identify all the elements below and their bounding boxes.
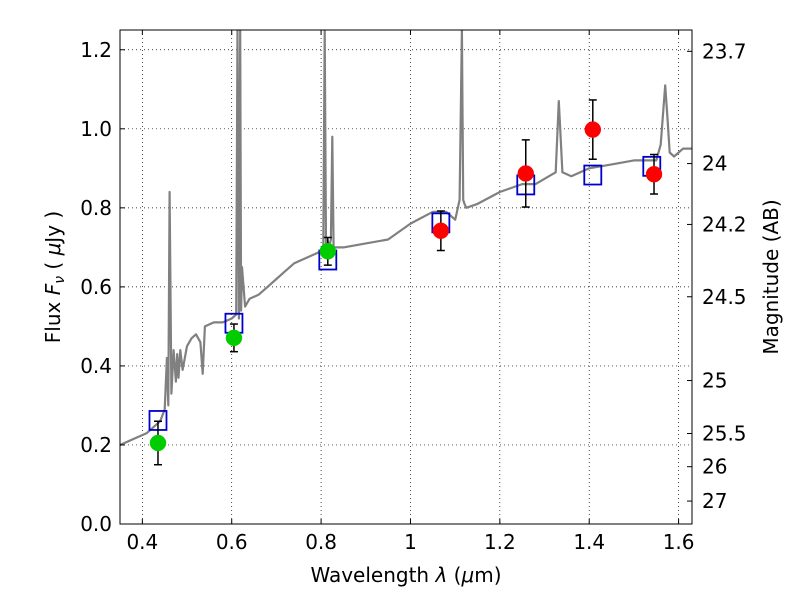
y2-tick-label-1: 24 [702,152,727,176]
y-tick-label-3: 0.6 [80,275,112,299]
y2-tick-label-5: 25.5 [702,421,747,445]
observed-point-3-2 [584,121,602,138]
plot-frame [119,29,693,525]
y2-tick-label-7: 27 [702,489,727,513]
y2-tick-label-0: 23.7 [702,39,747,63]
observed-point-2-0 [149,434,167,452]
y-tick-label-6: 1.2 [80,38,112,62]
x-tick-label-2: 0.8 [305,530,337,554]
y-tick-label-2: 0.4 [80,354,112,378]
x-tick-label-0: 0.4 [126,530,158,554]
grid-lines [120,30,692,525]
y2-tick-label-2: 24.2 [702,212,747,236]
observed-point-3-3 [645,165,663,183]
x-tick-label-5: 1.4 [573,530,605,554]
y-tick-label-0: 0.0 [80,512,112,536]
x-tick-label-3: 1 [404,530,417,554]
observed-point-3-0 [432,222,450,240]
y2-tick-label-6: 26 [702,455,727,479]
model-photometry-square-5 [583,164,603,186]
tick-layer: 0.4 0.6 0.8 1 1.2 1.4 1.6 0.0 0.2 0.4 0.6 0.8 1.0 1.2… [80,30,747,554]
x-tick-label-6: 1.6 [663,530,695,554]
observed-point-3-1 [517,165,535,182]
observed-point-2-1 [225,329,243,347]
y-tick-label-1: 0.2 [80,433,112,457]
observed-point-2-2 [319,243,337,260]
y-tick-label-5: 1.0 [80,117,112,141]
x-axis-label: Wavelength λ (μm) [310,563,501,587]
series-layer [120,30,692,466]
y-axis-label: Flux Fν ( μJy ) [41,211,68,343]
spectrum-line [120,30,692,447]
y2-axis-label: Magnitude (AB) [759,199,783,354]
y2-tick-label-3: 24.5 [702,285,747,309]
x-tick-label-4: 1.2 [484,530,516,554]
x-tick-label-1: 0.6 [216,530,248,554]
y2-tick-label-4: 25 [702,369,727,393]
y-tick-label-4: 0.8 [80,196,112,220]
